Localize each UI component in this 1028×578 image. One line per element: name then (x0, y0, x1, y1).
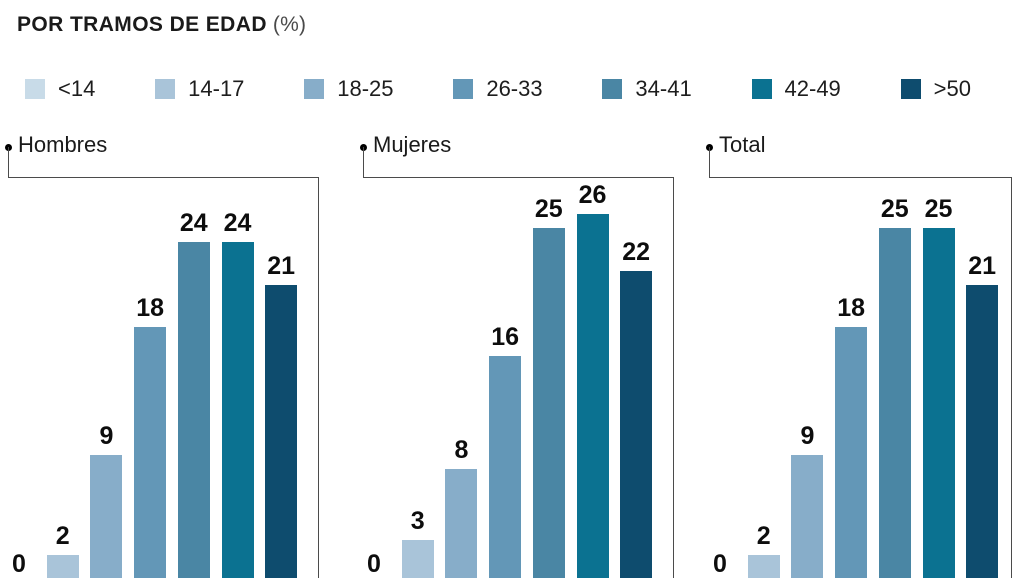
panel-title: Total (719, 132, 766, 157)
legend-label: >50 (933, 76, 971, 101)
bar->50 (265, 285, 298, 578)
bar-26-33 (835, 327, 868, 578)
bar-value-label: 0 (367, 550, 381, 578)
bar->50 (620, 271, 653, 578)
legend-label: <14 (58, 76, 96, 101)
bar-value-label: 25 (924, 195, 953, 223)
bar-value-label: 18 (136, 294, 164, 322)
legend-swatch (453, 79, 474, 99)
bar-18-25 (791, 455, 824, 578)
legend-swatch (25, 79, 45, 99)
legend-item: 42-49 (751, 76, 841, 102)
bar-value-label: 21 (968, 252, 997, 280)
bar-value-label: 24 (179, 209, 208, 237)
bar-value-label: 26 (578, 181, 607, 209)
bar-value-label: 22 (622, 238, 651, 266)
panel-frame (363, 177, 674, 578)
bar-value-label: 9 (800, 422, 815, 450)
bar->50 (966, 285, 999, 578)
bar-26-33 (134, 327, 167, 578)
bar-value-label: 0 (713, 550, 727, 578)
legend-swatch (155, 79, 176, 99)
legend-item: 34-41 (602, 76, 692, 102)
bar-value-label: 18 (837, 294, 865, 322)
panel-title: Hombres (18, 132, 108, 157)
panel-callout-line (363, 147, 364, 178)
legend-label: 42-49 (784, 76, 841, 101)
bar-42-49 (922, 228, 955, 578)
legend-label: 26-33 (486, 76, 543, 101)
panel-title: Mujeres (373, 132, 452, 157)
chart-title: POR TRAMOS DE EDAD (%) (17, 13, 306, 37)
legend-item: >50 (900, 76, 971, 102)
legend-label: 14-17 (188, 76, 245, 101)
bar-value-label: 25 (880, 195, 909, 223)
legend-item: 18-25 (304, 76, 394, 102)
bar-42-49 (576, 214, 609, 578)
bar-value-label: 9 (99, 422, 114, 450)
panel-callout-line (709, 147, 710, 178)
legend-swatch (602, 79, 623, 99)
bar-value-label: 24 (223, 209, 252, 237)
chart-title-unit: (%) (266, 13, 307, 36)
panel-frame (8, 177, 319, 578)
panel-frame (709, 177, 1012, 578)
legend: <14 14-17 18-25 26-33 34-41 42-49 >50 (25, 76, 971, 102)
bar-value-label: 21 (267, 252, 296, 280)
bar-26-33 (489, 356, 522, 578)
panel-hombres: Hombres 0 2 9 18 24 24 21 (2, 132, 319, 578)
bar-34-41 (878, 228, 911, 578)
bar-34-41 (177, 242, 210, 578)
legend-label: 18-25 (337, 76, 394, 101)
bar-34-41 (532, 228, 565, 578)
legend-swatch (900, 79, 921, 99)
bar-14-17 (747, 555, 780, 578)
bar-14-17 (46, 555, 79, 578)
bar-value-label: 25 (534, 195, 563, 223)
bar-18-25 (90, 455, 123, 578)
chart-title-text: POR TRAMOS DE EDAD (17, 13, 267, 36)
bar-18-25 (445, 469, 478, 578)
panel-mujeres: Mujeres 0 3 8 16 25 26 22 (357, 132, 674, 578)
bar-value-label: 2 (55, 522, 70, 550)
legend-item: 26-33 (453, 76, 543, 102)
panel-callout-line (8, 147, 9, 178)
legend-item: 14-17 (155, 76, 244, 102)
bar-value-label: 3 (410, 507, 425, 535)
bar-14-17 (401, 540, 434, 578)
bar-value-label: 2 (756, 522, 771, 550)
legend-label: 34-41 (635, 76, 692, 101)
panel-total: Total 0 2 9 18 25 25 21 (703, 132, 1012, 578)
bar-value-label: 8 (454, 436, 469, 464)
legend-swatch (304, 79, 325, 99)
bar-42-49 (221, 242, 254, 578)
legend-item: <14 (25, 76, 95, 102)
bar-value-label: 0 (12, 550, 26, 578)
legend-swatch (751, 79, 772, 99)
bar-value-label: 16 (491, 323, 519, 351)
